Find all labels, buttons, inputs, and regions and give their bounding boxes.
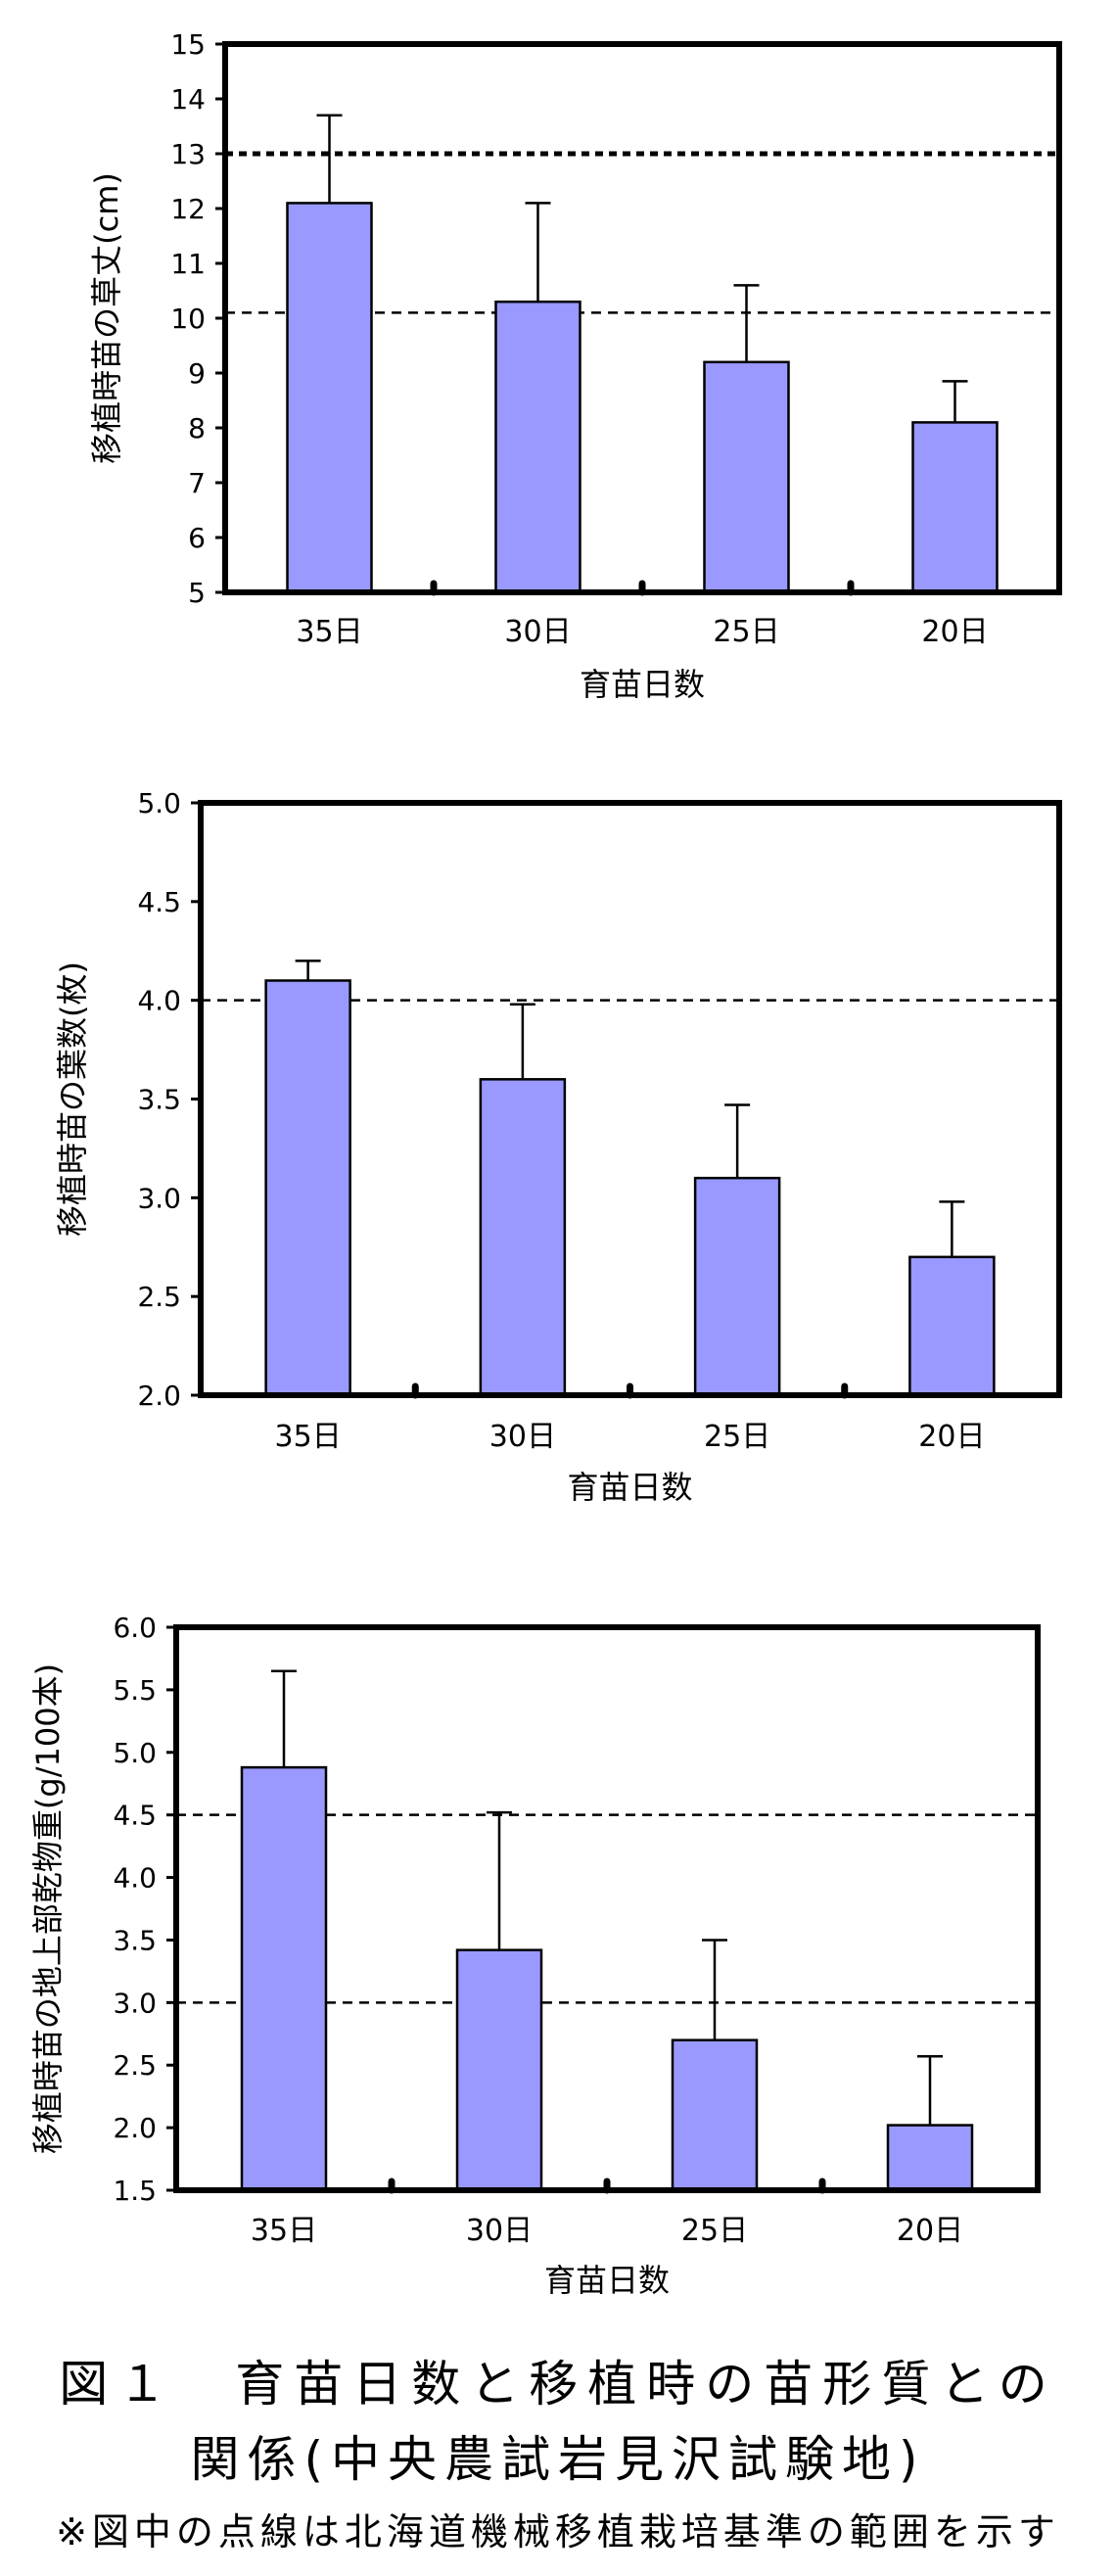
- y-axis-title: 移植時苗の葉数(枚): [54, 961, 91, 1237]
- bar: [911, 421, 999, 594]
- y-tick-label: 4.5: [137, 886, 181, 918]
- bar: [240, 1765, 328, 2192]
- y-tick-label: 9: [188, 357, 206, 390]
- x-tick-label: 20日: [921, 615, 988, 649]
- y-tick-label: 12: [170, 193, 206, 225]
- x-axis-title: 育苗日数: [567, 1469, 692, 1506]
- bar: [693, 1176, 781, 1397]
- y-tick-label: 6.0: [113, 1612, 157, 1644]
- bar: [286, 202, 373, 594]
- y-tick-label: 5: [188, 577, 206, 609]
- bar: [703, 360, 790, 594]
- y-tick-label: 2.0: [113, 2112, 157, 2144]
- y-tick-label: 13: [170, 138, 206, 170]
- x-axis-title: 育苗日数: [580, 666, 705, 703]
- x-tick-label: 20日: [918, 1420, 985, 1454]
- y-tick-label: 3.5: [113, 1924, 157, 1956]
- y-tick-label: 3.0: [137, 1182, 181, 1214]
- y-tick-label: 7: [188, 467, 206, 499]
- y-tick-label: 4.5: [113, 1800, 157, 1832]
- x-tick-label: 25日: [704, 1420, 770, 1454]
- y-tick-label: 2.5: [137, 1281, 181, 1313]
- y-tick-label: 6: [188, 522, 206, 554]
- x-axis-title: 育苗日数: [544, 2262, 670, 2299]
- y-axis-title: 移植時苗の草丈(cm): [88, 172, 125, 464]
- y-tick-label: 15: [170, 28, 206, 61]
- plant-height-chart: 35日 30日 25日 20日 5 6 7 8 9 10 11 12 13 14 15 育苗日数 移植時苗の草丈…: [88, 28, 1062, 703]
- y-tick-label: 4.0: [137, 985, 181, 1017]
- dry-weight-chart: 35日 30日 25日 20日 1.5 2.0 2.5 3.0 3.5 4.0 4.5 5.0 5.5 6…: [29, 1612, 1041, 2299]
- y-tick-label: 2.0: [137, 1380, 181, 1412]
- plot-frame: [173, 1624, 1041, 2193]
- plot-frame: [222, 41, 1062, 595]
- bar: [264, 979, 351, 1397]
- y-tick-label: 14: [170, 83, 206, 116]
- x-tick-label: 30日: [489, 1420, 556, 1454]
- x-tick-label: 20日: [897, 2214, 963, 2248]
- y-tick-label: 8: [188, 412, 206, 445]
- bar: [886, 2124, 974, 2192]
- y-tick-label: 5.0: [113, 1737, 157, 1769]
- bar: [908, 1255, 996, 1397]
- y-tick-label: 5.5: [113, 1674, 157, 1707]
- y-tick-label: 10: [170, 303, 206, 335]
- x-tick-label: 35日: [275, 1420, 342, 1454]
- x-tick-label: 25日: [681, 2214, 748, 2248]
- bar: [494, 300, 581, 594]
- y-tick-label: 4.0: [113, 1862, 157, 1895]
- bar: [455, 1948, 543, 2192]
- y-tick-label: 11: [170, 248, 206, 280]
- figure-note: ※図中の点線は北海道機械移植栽培基準の範囲を示す: [56, 2510, 1060, 2553]
- y-tick-label: 3.0: [113, 1987, 157, 2019]
- bar: [479, 1078, 567, 1397]
- plot-frame: [198, 800, 1062, 1398]
- x-tick-label: 25日: [713, 615, 779, 649]
- figure-title: 図１ 育苗日数と移植時の苗形質との: [59, 2356, 1057, 2412]
- y-tick-label: 5.0: [137, 787, 181, 820]
- y-tick-label: 3.5: [137, 1084, 181, 1116]
- x-tick-label: 30日: [466, 2214, 533, 2248]
- y-tick-label: 2.5: [113, 2049, 157, 2082]
- figure-title-line-2: 関係(中央農試岩見沢試験地): [190, 2431, 926, 2488]
- y-axis-title: 移植時苗の地上部乾物重(g/100本): [29, 1663, 67, 2154]
- bar: [671, 2038, 759, 2192]
- x-tick-label: 30日: [504, 615, 571, 649]
- x-tick-label: 35日: [296, 615, 362, 649]
- y-tick-label: 1.5: [113, 2175, 157, 2207]
- x-tick-label: 35日: [251, 2214, 317, 2248]
- leaf-number-chart: 35日 30日 25日 20日 2.0 2.5 3.0 3.5 4.0 4.5 5.0 育苗日数 移植時…: [54, 787, 1062, 1506]
